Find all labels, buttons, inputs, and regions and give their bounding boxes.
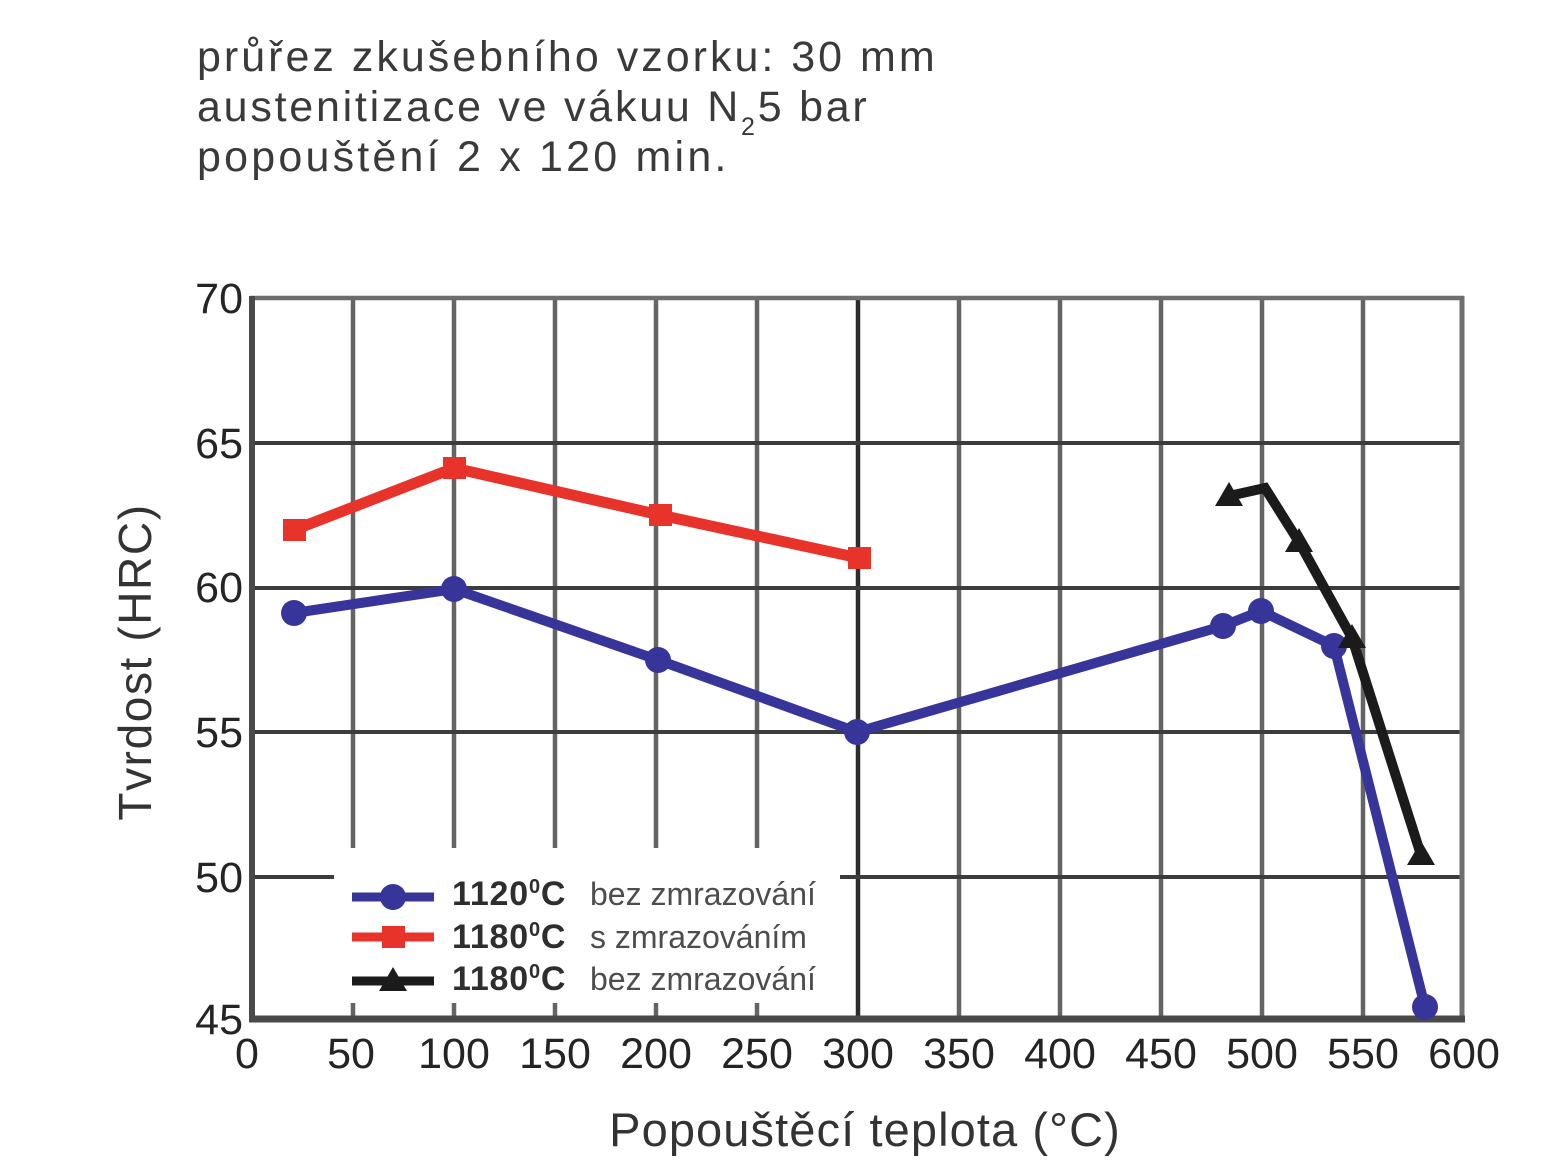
- svg-text:0: 0: [235, 1030, 259, 1078]
- svg-text:150: 150: [519, 1030, 591, 1078]
- svg-text:70: 70: [195, 275, 243, 323]
- svg-text:Tvrdost (HRC): Tvrdost (HRC): [109, 503, 161, 820]
- svg-text:600: 600: [1428, 1030, 1500, 1078]
- svg-text:100: 100: [418, 1030, 490, 1078]
- svg-text:11800C: 11800C: [452, 960, 566, 998]
- svg-text:50: 50: [327, 1030, 375, 1078]
- svg-text:250: 250: [721, 1030, 793, 1078]
- svg-text:11800C: 11800C: [452, 918, 566, 956]
- svg-text:65: 65: [195, 420, 243, 468]
- svg-text:50: 50: [195, 854, 243, 902]
- svg-text:400: 400: [1024, 1030, 1096, 1078]
- svg-text:200: 200: [620, 1030, 692, 1078]
- svg-text:55: 55: [195, 709, 243, 757]
- svg-text:450: 450: [1125, 1030, 1197, 1078]
- svg-text:průřez zkušebního vzorku: 30 m: průřez zkušebního vzorku: 30 mm: [197, 33, 938, 81]
- svg-text:300: 300: [822, 1030, 894, 1078]
- svg-text:550: 550: [1327, 1030, 1399, 1078]
- svg-text:350: 350: [923, 1030, 995, 1078]
- svg-text:45: 45: [195, 996, 243, 1044]
- svg-text:500: 500: [1226, 1030, 1298, 1078]
- svg-text:60: 60: [195, 564, 243, 612]
- svg-text:bez zmrazování: bez zmrazování: [590, 961, 816, 997]
- svg-text:s zmrazováním: s zmrazováním: [590, 919, 807, 955]
- svg-text:popouštění 2 x 120 min.: popouštění 2 x 120 min.: [197, 133, 730, 181]
- svg-text:Popouštěcí teplota (°C): Popouštěcí teplota (°C): [609, 1103, 1121, 1156]
- svg-text:bez zmrazování: bez zmrazování: [590, 876, 816, 912]
- svg-text:11200C: 11200C: [452, 875, 566, 913]
